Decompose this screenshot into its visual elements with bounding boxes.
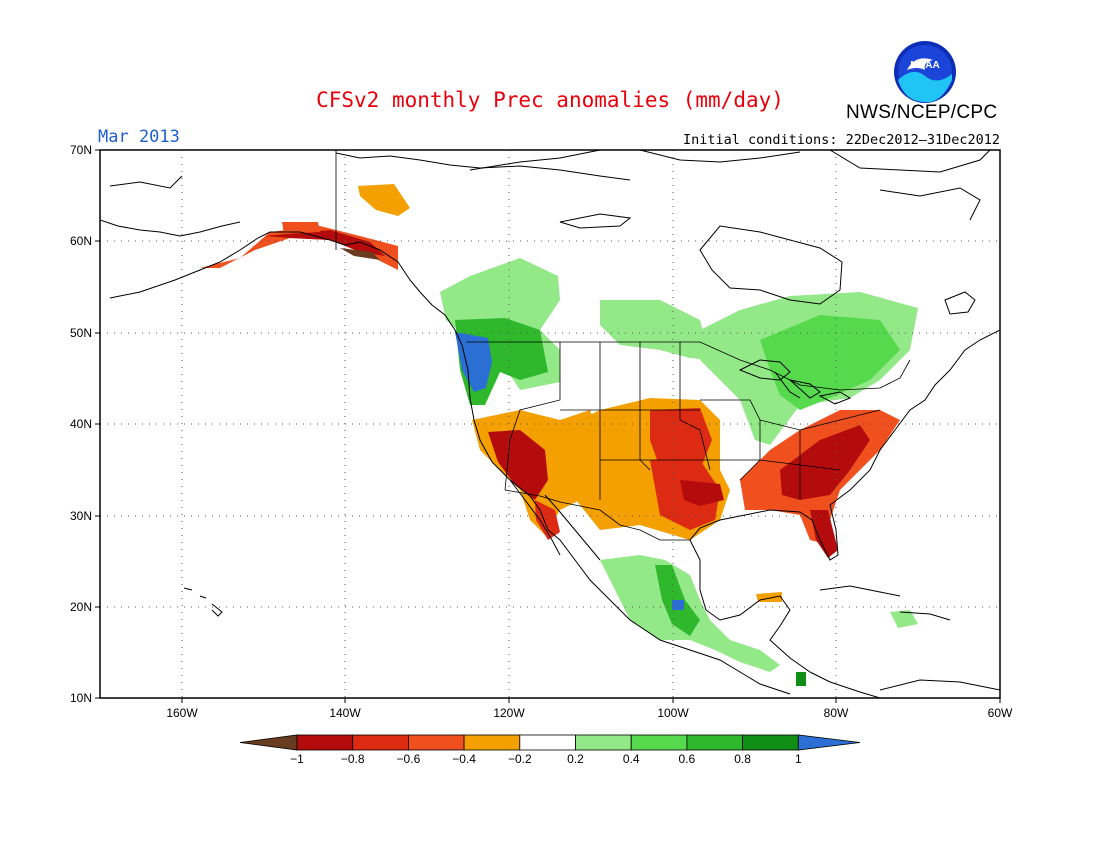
colorbar-segment xyxy=(686,734,744,751)
colorbar-label: 0.2 xyxy=(567,752,584,766)
month-label: Mar 2013 xyxy=(98,127,180,147)
colorbar-segment xyxy=(519,734,576,751)
colorbar-label: 1 xyxy=(795,752,802,766)
noaa-logo: NOAA xyxy=(894,41,956,103)
lat-label: 40N xyxy=(70,417,92,431)
lat-label: 20N xyxy=(70,600,92,614)
lon-label: 80W xyxy=(824,706,849,720)
organization-label: NWS/NCEP/CPC xyxy=(846,102,998,123)
colorbar-segment xyxy=(407,734,465,751)
anomaly-central-america xyxy=(796,672,806,686)
graticule xyxy=(100,150,1000,698)
lon-label: 140W xyxy=(329,706,361,720)
lat-label: 70N xyxy=(70,143,92,157)
logo-text: NOAA xyxy=(910,60,939,71)
anomaly-field xyxy=(200,184,918,686)
anomaly-great-lakes xyxy=(760,315,900,410)
colorbar-segment xyxy=(463,734,521,751)
anomaly-california-core xyxy=(488,430,548,500)
anomaly-yukon xyxy=(358,184,410,216)
axis-ticks xyxy=(95,149,1001,703)
colorbar-segment xyxy=(630,734,688,751)
lat-label: 50N xyxy=(70,326,92,340)
colorbar-segment xyxy=(575,734,632,751)
anomaly-baja xyxy=(535,500,560,540)
anomaly-mexico-blue xyxy=(672,600,684,610)
lat-label: 10N xyxy=(70,691,92,705)
colorbar-label: −0.2 xyxy=(508,752,532,766)
anomaly-pnw-blue xyxy=(455,332,492,392)
initial-conditions: Initial conditions: 22Dec2012—31Dec2012 xyxy=(683,132,1000,148)
lon-label: 120W xyxy=(493,706,525,720)
colorbar-label: 0.8 xyxy=(734,752,751,766)
anomaly-bc-orange xyxy=(282,222,320,234)
lon-label: 100W xyxy=(657,706,689,720)
lon-label: 160W xyxy=(166,706,198,720)
anomaly-alaska-core xyxy=(265,230,385,256)
anomaly-alaska-peak xyxy=(340,248,380,260)
colorbar-arrow-right xyxy=(797,734,861,751)
colorbar-arrow-left xyxy=(239,734,298,751)
colorbar-label: 0.6 xyxy=(679,752,696,766)
lat-label: 30N xyxy=(70,509,92,523)
colorbar-label: −0.4 xyxy=(452,752,476,766)
colorbar-label: −0.8 xyxy=(341,752,365,766)
anomaly-canada-central xyxy=(600,300,710,360)
latitude-labels: 70N 60N 50N 40N 30N 20N 10N xyxy=(70,143,92,705)
anomaly-plains-core xyxy=(650,408,712,470)
lon-label: 60W xyxy=(988,706,1013,720)
coastlines xyxy=(100,150,1000,698)
colorbar-segment xyxy=(296,734,354,751)
chart-title: CFSv2 monthly Prec anomalies (mm/day) xyxy=(316,88,784,112)
longitude-labels: 160W 140W 120W 100W 80W 60W xyxy=(166,706,1013,720)
colorbar-label: 0.4 xyxy=(623,752,640,766)
colorbar: −1 −0.8 −0.6 −0.4 −0.2 0.2 0.4 0.6 0.8 1 xyxy=(239,734,861,766)
map-content xyxy=(100,150,1000,698)
anomaly-florida xyxy=(810,510,838,558)
colorbar-label: −0.6 xyxy=(397,752,421,766)
borders xyxy=(335,150,911,541)
anomaly-caribbean xyxy=(890,610,918,628)
lat-label: 60N xyxy=(70,234,92,248)
colorbar-segment xyxy=(742,734,799,751)
anomaly-southeast-core xyxy=(780,425,870,500)
anomaly-texas-core xyxy=(680,480,724,506)
colorbar-segment xyxy=(352,734,409,751)
colorbar-label: −1 xyxy=(290,752,304,766)
